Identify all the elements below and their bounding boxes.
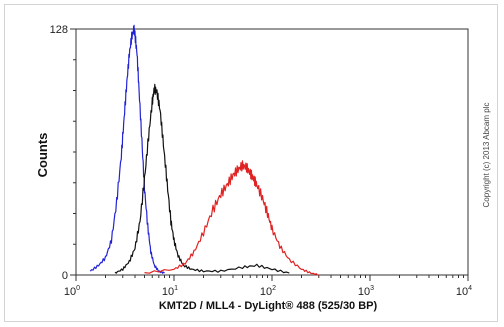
x-tick-label: 102 (260, 285, 276, 298)
y-axis: 0 128 (50, 24, 76, 282)
x-tick-label: 103 (358, 285, 374, 298)
x-axis-title: KMT2D / MLL4 - DyLight® 488 (525/30 BP) (159, 300, 378, 312)
x-axis: 100 101 102 103 104 (64, 275, 472, 298)
x-tick-label: 100 (64, 285, 80, 298)
y-axis-title: Counts (35, 133, 50, 178)
plot-area (75, 28, 469, 276)
series-line-1 (114, 83, 290, 274)
copyright-text: Copyright (c) 2013 Abcam plc (482, 103, 491, 208)
chart-frame: 100 101 102 103 104 0 128 KMT2D / MLL4 - DyLi… (4, 4, 498, 322)
x-tick-label: 101 (162, 285, 178, 298)
series-line-0 (89, 24, 165, 274)
flow-cytometry-histogram: 100 101 102 103 104 0 128 KMT2D / MLL4 - DyLi… (35, 24, 491, 312)
series-line-2 (144, 160, 319, 276)
y-tick-label: 0 (62, 270, 68, 282)
series-layer (89, 24, 319, 276)
y-tick-label: 128 (50, 24, 68, 36)
x-tick-label: 104 (456, 285, 472, 298)
